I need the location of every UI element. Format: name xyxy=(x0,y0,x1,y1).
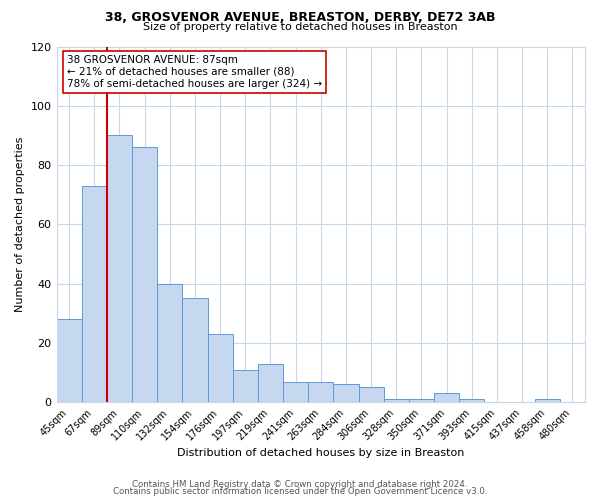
Bar xyxy=(56,319,82,402)
Bar xyxy=(409,400,434,402)
Bar xyxy=(308,382,334,402)
Bar xyxy=(359,388,383,402)
Bar xyxy=(132,148,157,402)
Bar xyxy=(459,400,484,402)
Text: 38 GROSVENOR AVENUE: 87sqm
← 21% of detached houses are smaller (88)
78% of semi: 38 GROSVENOR AVENUE: 87sqm ← 21% of deta… xyxy=(67,56,322,88)
Bar xyxy=(283,382,308,402)
Bar xyxy=(233,370,258,402)
Bar xyxy=(535,400,560,402)
Y-axis label: Number of detached properties: Number of detached properties xyxy=(15,136,25,312)
Text: Contains public sector information licensed under the Open Government Licence v3: Contains public sector information licen… xyxy=(113,487,487,496)
Bar xyxy=(82,186,107,402)
Bar xyxy=(434,394,459,402)
Bar xyxy=(107,136,132,402)
X-axis label: Distribution of detached houses by size in Breaston: Distribution of detached houses by size … xyxy=(177,448,464,458)
Text: 38, GROSVENOR AVENUE, BREASTON, DERBY, DE72 3AB: 38, GROSVENOR AVENUE, BREASTON, DERBY, D… xyxy=(105,11,495,24)
Bar xyxy=(208,334,233,402)
Bar xyxy=(334,384,359,402)
Bar xyxy=(182,298,208,403)
Bar xyxy=(258,364,283,403)
Text: Contains HM Land Registry data © Crown copyright and database right 2024.: Contains HM Land Registry data © Crown c… xyxy=(132,480,468,489)
Bar xyxy=(157,284,182,403)
Bar xyxy=(383,400,409,402)
Text: Size of property relative to detached houses in Breaston: Size of property relative to detached ho… xyxy=(143,22,457,32)
